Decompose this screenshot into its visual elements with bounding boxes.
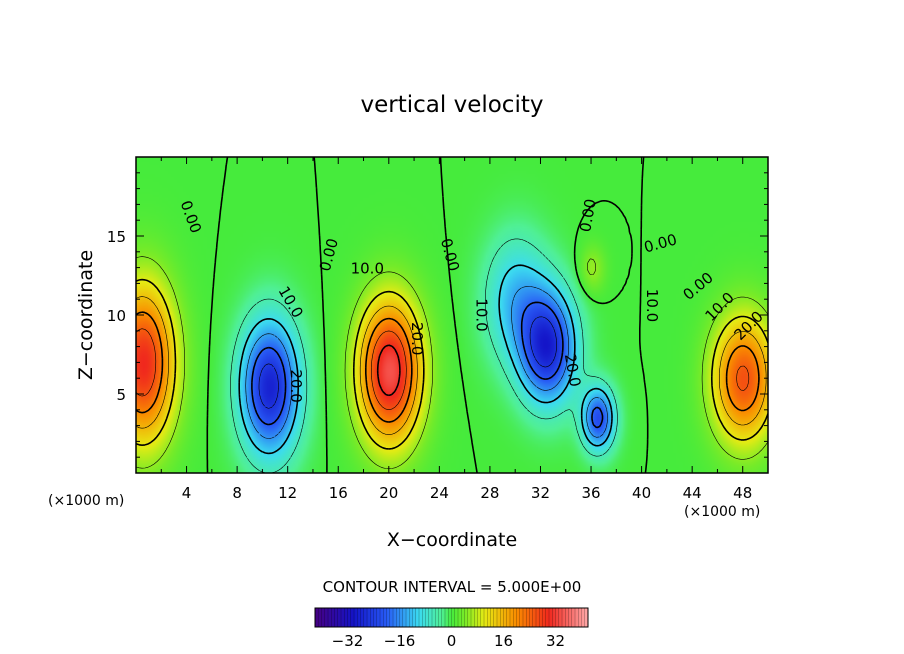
y-axis-ticks: 5 10 15 [107, 172, 768, 458]
x-tick-label: 16 [329, 484, 348, 502]
chart-title: vertical velocity [361, 92, 544, 118]
velocity-field-heatmap [136, 157, 768, 473]
x-tick-label: 28 [480, 484, 499, 502]
contour-level-neg5 [230, 238, 618, 473]
x-axis-ticks: 4 8 12 16 20 24 28 32 36 40 44 48 [160, 157, 752, 502]
x-tick-label: 48 [733, 484, 752, 502]
contour-level-neg20 [251, 301, 604, 429]
contour-level-neg15 [245, 286, 608, 439]
colorbar-tick-label: 0 [447, 632, 457, 650]
y-axis-label: Z−coordinate [75, 250, 97, 380]
colorbar-tick-label: 16 [494, 632, 513, 650]
x-tick-label: 12 [278, 484, 297, 502]
colorbar-tick-label: 32 [546, 632, 565, 650]
colorbar-tick-label: −16 [384, 632, 416, 650]
contour-lines [136, 157, 768, 473]
y-tick-label: 5 [116, 386, 126, 404]
contour-level-neg25 [258, 316, 557, 409]
contour-level-20 [136, 311, 760, 423]
x-tick-label: 4 [182, 484, 192, 502]
colorbar-tick-label: −32 [332, 632, 364, 650]
x-tick-label: 44 [683, 484, 702, 502]
contour-label: 10.0 [473, 298, 491, 331]
contour-level-0 [206, 157, 649, 473]
x-tick-label: 36 [581, 484, 600, 502]
x-tick-label: 24 [430, 484, 449, 502]
contour-interval-text: CONTOUR INTERVAL = 5.000E+00 [323, 578, 582, 596]
contour-level-5 [136, 256, 768, 470]
contour-label: 10.0 [643, 289, 661, 322]
contour-label: 10.0 [351, 260, 384, 278]
contour-level-15 [136, 296, 767, 435]
contour-level-30 [376, 344, 401, 397]
x-tick-label: 32 [531, 484, 550, 502]
y-tick-label: 10 [107, 307, 126, 325]
x-unit-right: (×1000 m) [684, 504, 760, 520]
x-tick-label: 40 [632, 484, 651, 502]
x-tick-label: 8 [232, 484, 242, 502]
x-tick-label: 20 [379, 484, 398, 502]
contour-label: 20.0 [408, 322, 426, 355]
contour-label: 0.00 [576, 197, 600, 233]
colorbar-ticks: −32 −16 0 16 32 [318, 608, 585, 650]
contour-label: 20.0 [561, 352, 585, 388]
contour-level-10 [136, 278, 768, 450]
contour-level-neg10 [238, 264, 613, 455]
y-tick-label: 15 [107, 228, 126, 246]
contour-label: 20.0 [287, 369, 305, 402]
x-axis-label: X−coordinate [387, 529, 517, 551]
x-unit-left: (×1000 m) [48, 493, 124, 509]
